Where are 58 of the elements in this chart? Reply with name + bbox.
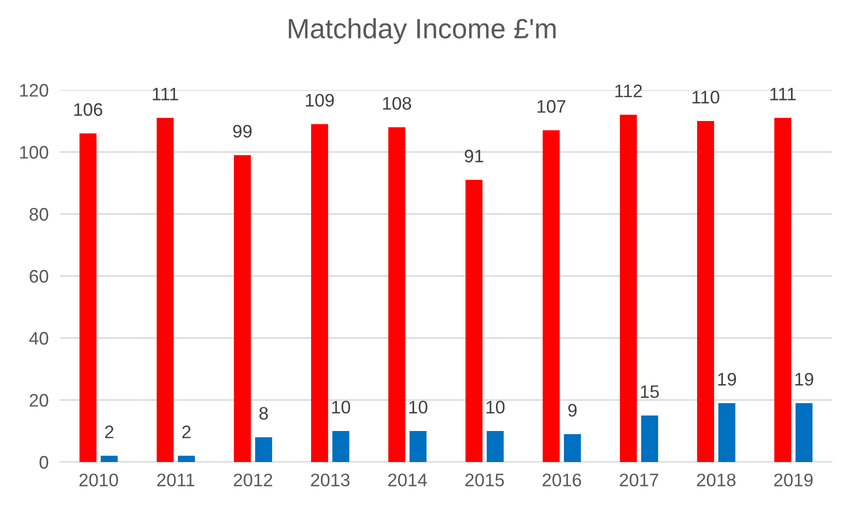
data-label: 9 [568, 404, 577, 417]
bar [332, 431, 350, 462]
y-tick-label: 0 [40, 456, 48, 469]
data-label: 19 [718, 372, 736, 386]
x-tick-label: 2010 [79, 474, 118, 486]
data-label: 19 [795, 372, 814, 386]
bar [156, 118, 174, 462]
data-label: 112 [615, 84, 642, 98]
x-tick-label: 2015 [465, 474, 504, 486]
bar [311, 124, 328, 462]
data-label: 2 [182, 426, 191, 438]
y-tick-label: 60 [30, 270, 48, 283]
y-tick-label: 40 [29, 332, 48, 345]
data-label: 91 [464, 150, 484, 162]
bar [620, 114, 637, 462]
y-tick-label: 20 [30, 394, 48, 407]
bar [465, 180, 482, 462]
data-label: 109 [306, 94, 334, 107]
bar [542, 130, 560, 462]
data-label: 111 [152, 88, 178, 100]
data-label: 110 [692, 90, 720, 104]
data-label: 15 [640, 385, 659, 398]
bar [410, 431, 427, 462]
bar [641, 416, 658, 462]
y-tick-label: 80 [30, 208, 48, 221]
bar [796, 403, 813, 462]
bar [178, 456, 195, 462]
x-tick-label: 2014 [388, 474, 427, 486]
data-label: 10 [409, 400, 428, 414]
y-tick-label: 100 [20, 146, 48, 159]
bar [255, 437, 272, 462]
bar [697, 121, 714, 462]
bar [79, 133, 96, 462]
bar [718, 403, 736, 462]
x-tick-label: 2012 [234, 474, 272, 486]
x-tick-label: 2019 [774, 474, 813, 486]
data-label: 106 [74, 103, 102, 116]
data-label: 10 [486, 400, 505, 414]
y-tick-label: 120 [20, 84, 48, 97]
x-tick-label: 2017 [620, 474, 658, 486]
data-label: 99 [233, 124, 252, 138]
bar [100, 456, 118, 462]
x-tick-label: 2018 [697, 474, 736, 486]
data-label: 111 [770, 88, 796, 100]
bar [234, 155, 251, 462]
bar [388, 127, 406, 462]
x-tick-label: 2011 [157, 474, 194, 486]
data-label: 10 [332, 400, 350, 414]
data-label: 107 [538, 100, 566, 113]
chart-title: Matchday Income £'m [288, 18, 556, 44]
bar [486, 431, 504, 462]
x-tick-label: 2016 [542, 474, 582, 486]
bar [564, 434, 581, 462]
data-label: 108 [383, 96, 412, 110]
data-label: 8 [259, 406, 268, 420]
data-label: 2 [105, 426, 114, 438]
bar [774, 118, 792, 462]
x-tick-label: 2013 [311, 474, 350, 486]
